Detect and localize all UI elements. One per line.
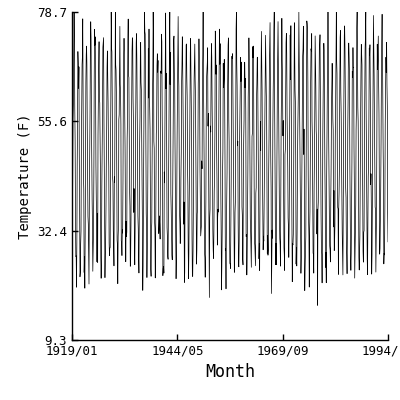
Y-axis label: Temperature (F): Temperature (F): [18, 113, 32, 239]
X-axis label: Month: Month: [205, 364, 255, 382]
